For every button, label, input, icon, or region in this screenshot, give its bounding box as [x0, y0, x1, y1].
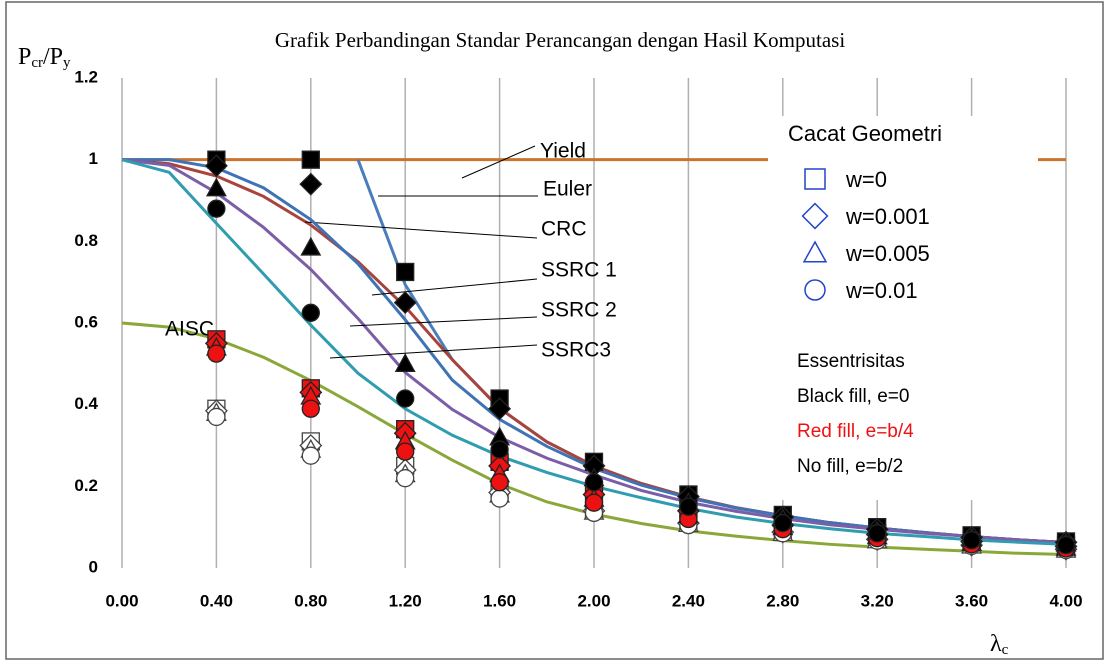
- data-point: [301, 303, 320, 322]
- y-tick-label: 1.2: [74, 67, 98, 86]
- legend-label: w=0.01: [845, 278, 918, 303]
- data-point: [299, 172, 323, 196]
- data-point: [300, 236, 322, 256]
- legend-marker: [802, 240, 828, 263]
- y-tick-label: 0.8: [74, 231, 98, 250]
- data-point: [1056, 535, 1076, 555]
- x-tick-label: 3.20: [861, 591, 894, 610]
- curve-label: SSRC3: [541, 339, 611, 362]
- legend-label: w=0.005: [845, 241, 930, 266]
- x-tick-label: 1.20: [389, 591, 422, 610]
- legend-note: No fill, e=b/2: [797, 456, 903, 477]
- y-tick-label: 1: [89, 149, 98, 168]
- x-tick-label: 2.40: [672, 591, 705, 610]
- data-point: [207, 199, 226, 218]
- data-point: [207, 407, 226, 427]
- data-point: [301, 150, 320, 169]
- leader-line: [304, 221, 538, 239]
- data-point: [207, 344, 226, 363]
- chart-title: Grafik Perbandingan Standar Perancangan …: [275, 28, 845, 52]
- x-tick-label: 1.60: [483, 591, 516, 610]
- data-point: [490, 489, 509, 508]
- legend-label: w=0: [845, 167, 887, 192]
- leader-line: [329, 344, 538, 359]
- data-point: [773, 513, 792, 533]
- data-point: [396, 469, 415, 488]
- x-tick-label: 4.00: [1049, 591, 1082, 610]
- curve-label: Yield: [540, 140, 586, 163]
- curve-label: SSRC 1: [541, 259, 617, 282]
- legend-box: [768, 116, 1038, 500]
- data-point: [868, 524, 887, 543]
- data-point: [584, 473, 604, 492]
- curve-label: Euler: [543, 178, 592, 201]
- y-axis-label: Pcr/Py: [18, 44, 71, 72]
- x-tick-label: 2.00: [577, 591, 610, 610]
- data-point: [488, 397, 512, 421]
- data-point: [393, 291, 417, 315]
- x-axis-label: λc: [990, 631, 1009, 659]
- legend-marker: [804, 279, 826, 301]
- data-point: [301, 399, 320, 418]
- legend-note-title: Essentrisitas: [797, 351, 905, 372]
- data-point: [490, 473, 509, 492]
- x-tick-label: 0.00: [105, 591, 138, 610]
- legend-note: Red fill, e=b/4: [797, 421, 914, 442]
- x-tick-label: 0.40: [200, 591, 233, 610]
- data-point: [396, 262, 415, 282]
- legend-note: Black fill, e=0: [797, 386, 909, 407]
- data-point: [204, 154, 228, 178]
- data-point: [301, 446, 320, 465]
- data-point: [396, 389, 415, 408]
- legend-title: Cacat Geometri: [788, 121, 942, 146]
- y-tick-label: 0: [89, 557, 98, 576]
- legend-label: w=0.001: [845, 204, 930, 229]
- data-point: [205, 177, 227, 197]
- y-tick-label: 0.6: [74, 312, 98, 331]
- legend-marker: [804, 168, 826, 190]
- x-tick-label: 3.60: [955, 591, 988, 610]
- curve-label: SSRC 2: [541, 299, 617, 322]
- leader-line: [461, 145, 536, 179]
- leader-line: [349, 316, 538, 327]
- data-point: [396, 442, 415, 461]
- data-point: [394, 353, 416, 372]
- legend-marker: [801, 202, 829, 230]
- curve-label: CRC: [541, 218, 587, 241]
- y-tick-label: 0.2: [74, 476, 98, 495]
- curve-label: AISC: [165, 318, 214, 341]
- data-point: [962, 531, 981, 550]
- data-point: [490, 440, 509, 459]
- x-tick-label: 2.80: [766, 591, 799, 610]
- y-tick-label: 0.4: [74, 394, 98, 413]
- data-point: [679, 497, 698, 516]
- data-point: [584, 493, 604, 512]
- x-tick-label: 0.80: [294, 591, 327, 610]
- leader-line: [371, 278, 538, 296]
